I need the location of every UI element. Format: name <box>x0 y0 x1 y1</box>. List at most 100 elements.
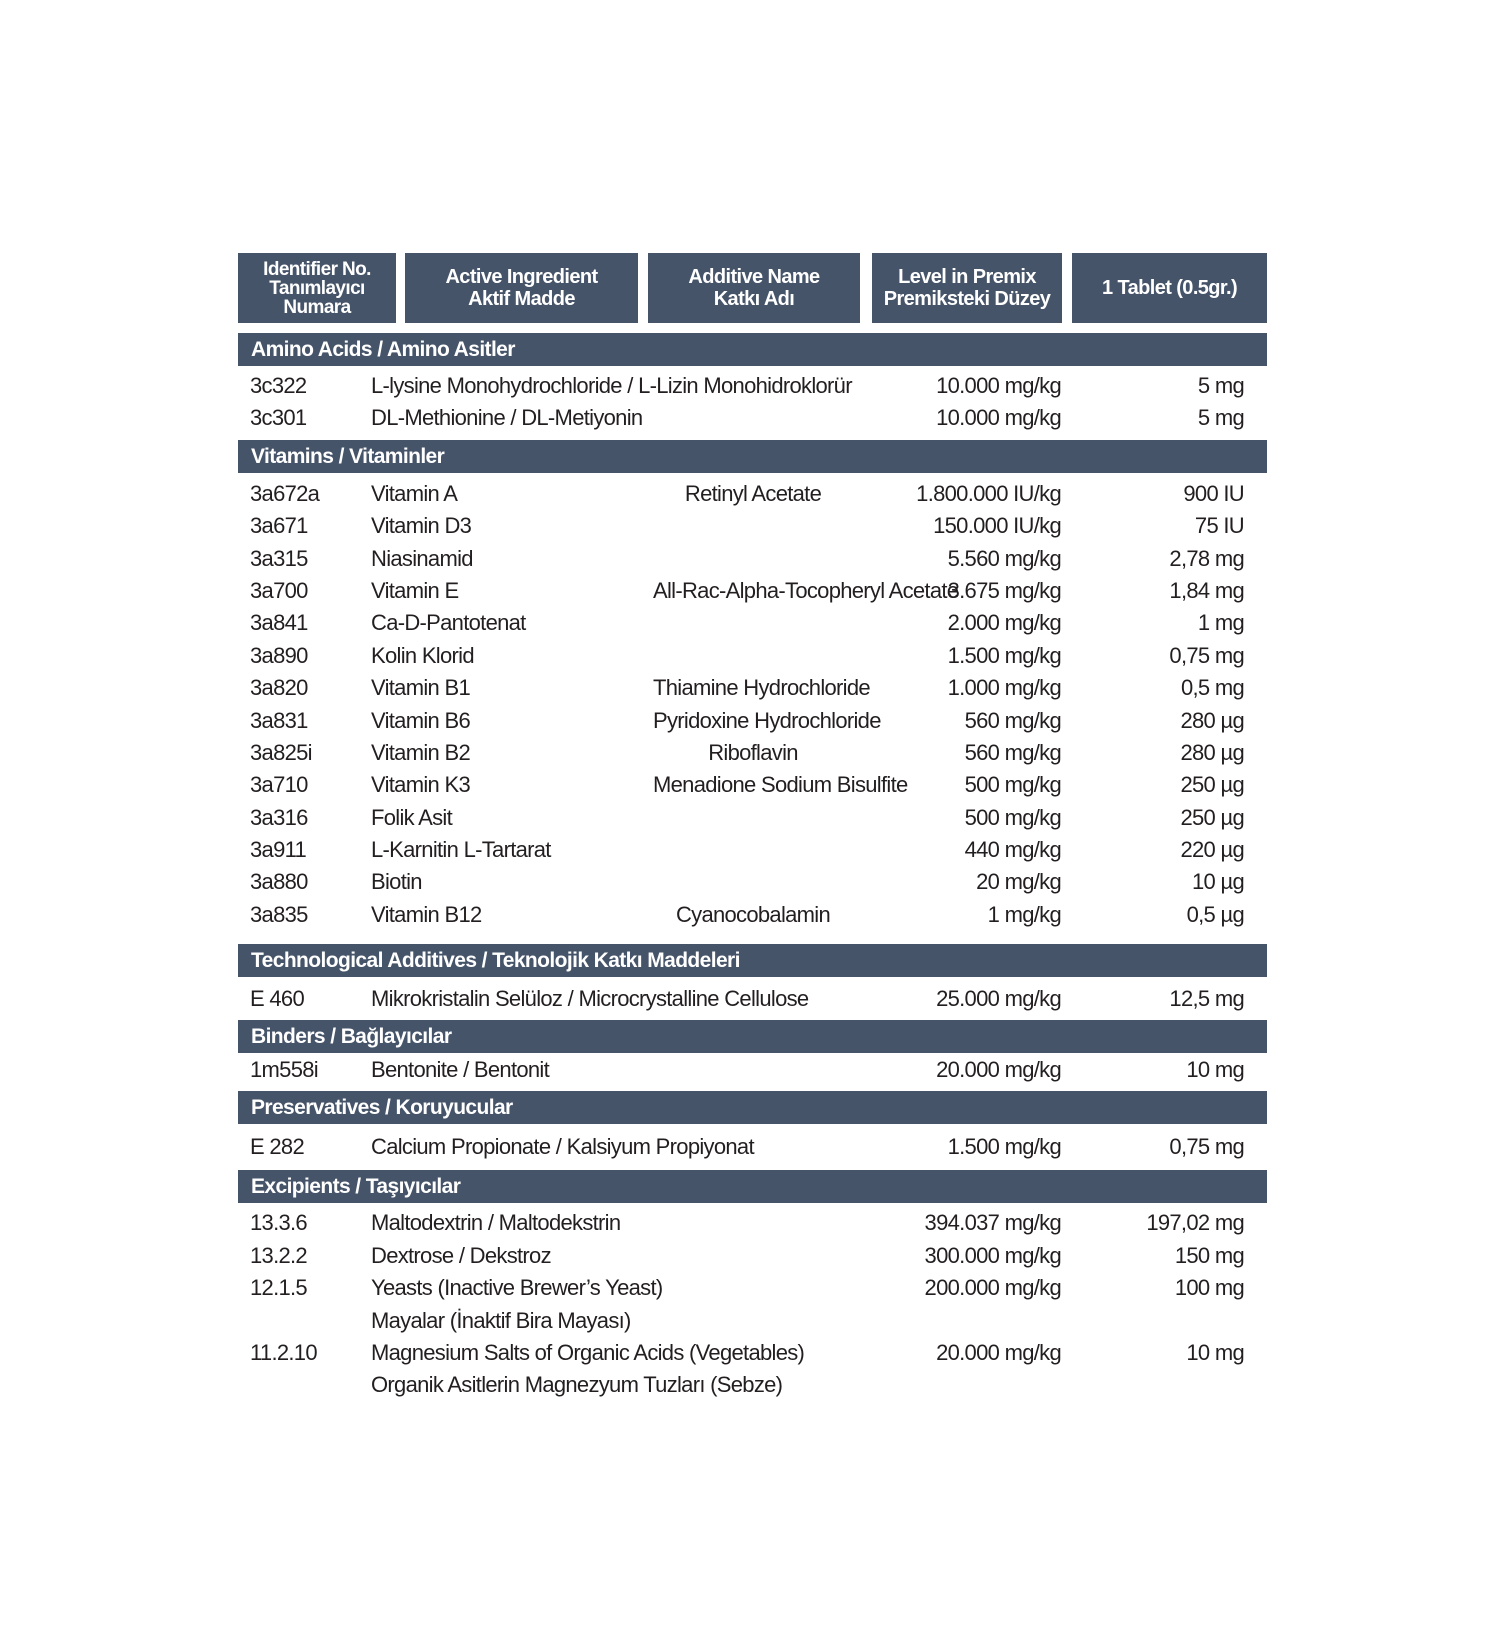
tablet-amount-cell: 10 µg <box>1192 869 1245 895</box>
identifier-cell: 13.3.6 <box>250 1210 308 1236</box>
section-header: Excipients / Taşıyıcılar <box>238 1170 1267 1204</box>
table-row: Mayalar (İnaktif Bira Mayası) <box>238 1305 1267 1337</box>
table-row: Organik Asitlerin Magnezyum Tuzları (Seb… <box>238 1369 1267 1401</box>
active-ingredient-cell: Vitamin E <box>371 577 459 603</box>
identifier-cell: 3a890 <box>250 642 308 668</box>
table-row: 1m558i Bentonite / Bentonit 20.000 mg/kg 10… <box>238 1054 1267 1086</box>
additive-name-cell: Cyanocobalamin <box>675 901 831 927</box>
active-ingredient-cell: Vitamin B6 <box>371 707 471 733</box>
section-header: Vitamins / Vitaminler <box>238 439 1267 473</box>
active-ingredient-cell: Vitamin A <box>371 480 458 506</box>
header-label: 1 Tablet (0.5gr.) <box>1101 277 1238 299</box>
premix-level-cell: 10.000 mg/kg <box>936 373 1062 398</box>
header-additive-name: Additive Name Katkı Adı <box>648 253 860 323</box>
header-label: Tanımlayıcı <box>269 277 365 299</box>
table-row: 11.2.10 Magnesium Salts of Organic Acids … <box>238 1337 1267 1369</box>
tablet-amount-cell: 280 µg <box>1180 707 1244 733</box>
section-header: Preservatives / Koruyucular <box>238 1091 1267 1125</box>
header-label: Aktif Madde <box>468 288 575 310</box>
header-label: Active Ingredient <box>445 266 598 288</box>
tablet-amount-cell: 2,78 mg <box>1169 545 1244 571</box>
identifier-cell: 3a671 <box>250 513 308 539</box>
tablet-amount-cell: 900 IU <box>1183 480 1244 506</box>
header-identifier: Identifier No. Tanımlayıcı Numara <box>238 253 396 323</box>
tablet-amount-cell: 0,75 mg <box>1169 642 1244 668</box>
additive-name-cell: Retinyl Acetate <box>684 480 822 506</box>
identifier-cell: 12.1.5 <box>250 1275 308 1301</box>
tablet-amount-cell: 250 µg <box>1180 804 1244 830</box>
composition-table: Amino Acids / Amino Asitler 3c322 L-lysine… <box>238 333 1267 1402</box>
header-label: Premiksteki Düzey <box>883 288 1051 310</box>
identifier-cell: 3a700 <box>250 577 308 603</box>
identifier-cell: 3a841 <box>250 610 308 636</box>
header-level-in-premix: Level in Premix Premiksteki Düzey <box>872 253 1062 323</box>
premix-level-cell: 1.000 mg/kg <box>947 675 1062 701</box>
active-ingredient-cell: L-lysine Monohydrochloride / L-Lizin Mon… <box>371 373 853 398</box>
table-row: 3c322 L-lysine Monohydrochloride / L-Lizi… <box>238 370 1267 402</box>
identifier-cell: 1m558i <box>250 1056 319 1082</box>
table-row: 13.3.6 Maltodextrin / Maltodekstrin 394.03… <box>238 1207 1267 1239</box>
premix-level-cell: 500 mg/kg <box>964 772 1062 798</box>
active-ingredient-cell: Vitamin B2 <box>371 739 471 765</box>
active-ingredient-cell: L-Karnitin L-Tartarat <box>371 837 551 863</box>
additive-name-cell: All-Rac-Alpha-Tocopheryl Acetate <box>653 577 959 603</box>
premix-level-cell: 3.675 mg/kg <box>947 577 1062 603</box>
active-ingredient-cell: Mikrokristalin Selüloz / Microcrystallin… <box>371 986 809 1012</box>
tablet-amount-cell: 197,02 mg <box>1146 1210 1244 1236</box>
table-row: 3a820 Vitamin B1 Thiamine Hydrochloride 1.0… <box>238 672 1267 704</box>
active-ingredient-cell: Dextrose / Dekstroz <box>371 1242 552 1268</box>
tablet-amount-cell: 280 µg <box>1180 739 1244 765</box>
tablet-amount-cell: 75 IU <box>1194 513 1245 539</box>
table-row: 3a825i Vitamin B2 Riboflavin 560 mg/kg 280 µ… <box>238 737 1267 769</box>
identifier-cell: 3a820 <box>250 675 308 701</box>
premix-level-cell: 1 mg/kg <box>987 901 1062 927</box>
tablet-amount-cell: 1 mg <box>1197 610 1245 636</box>
premix-level-cell: 1.500 mg/kg <box>947 642 1062 668</box>
tablet-amount-cell: 1,84 mg <box>1169 577 1244 603</box>
table-row: 3a316 Folik Asit 500 mg/kg 250 µg <box>238 802 1267 834</box>
identifier-cell: 3a710 <box>250 772 308 798</box>
section-rows: 3a672a Vitamin A Retinyl Acetate 1.800.000 … <box>238 473 1267 944</box>
header-label: Identifier No. <box>263 258 371 280</box>
header-active-ingredient: Active Ingredient Aktif Madde <box>405 253 638 323</box>
section-rows: 13.3.6 Maltodextrin / Maltodekstrin 394.03… <box>238 1203 1267 1401</box>
active-ingredient-cell: Bentonite / Bentonit <box>371 1056 550 1082</box>
table-row: 3a700 Vitamin E All-Rac-Alpha-Tocopheryl A… <box>238 575 1267 607</box>
tablet-amount-cell: 5 mg <box>1197 373 1245 398</box>
active-ingredient-cell: Niasinamid <box>371 545 474 571</box>
active-ingredient-cell: Vitamin B1 <box>371 675 471 701</box>
identifier-cell: 3a315 <box>250 545 308 571</box>
premix-level-cell: 560 mg/kg <box>964 739 1062 765</box>
table-row: 3a841 Ca-D-Pantotenat 2.000 mg/kg 1 mg <box>238 607 1267 639</box>
tablet-amount-cell: 0,5 µg <box>1186 901 1245 927</box>
table-row: 3a890 Kolin Klorid 1.500 mg/kg 0,75 mg <box>238 640 1267 672</box>
premix-level-cell: 10.000 mg/kg <box>936 405 1062 431</box>
additive-name-cell: Riboflavin <box>708 739 798 765</box>
active-ingredient-cell: Magnesium Salts of Organic Acids (Vegeta… <box>371 1339 805 1365</box>
table-row: 3a671 Vitamin D3 150.000 IU/kg 75 IU <box>238 510 1267 542</box>
header-label: Katkı Adı <box>713 288 795 310</box>
section-header: Amino Acids / Amino Asitler <box>238 333 1267 366</box>
tablet-amount-cell: 5 mg <box>1197 405 1245 431</box>
premix-level-cell: 2.000 mg/kg <box>947 610 1062 636</box>
tablet-amount-cell: 10 mg <box>1186 1339 1244 1365</box>
premix-level-cell: 1.800.000 IU/kg <box>916 480 1062 506</box>
header-label: Numara <box>283 296 351 318</box>
tablet-amount-cell: 220 µg <box>1180 837 1244 863</box>
active-ingredient-cell: Yeasts (Inactive Brewer’s Yeast) <box>371 1275 663 1301</box>
identifier-cell: 11.2.10 <box>250 1339 318 1365</box>
premix-level-cell: 25.000 mg/kg <box>936 986 1062 1012</box>
table-row: 3a672a Vitamin A Retinyl Acetate 1.800.000 … <box>238 478 1267 510</box>
identifier-cell: 3c322 <box>250 373 307 398</box>
table-row: 3a835 Vitamin B12 Cyanocobalamin 1 mg/kg 0,5… <box>238 899 1267 931</box>
table-row: E 282 Calcium Propionate / Kalsiyum Propi… <box>238 1131 1267 1163</box>
identifier-cell: E 282 <box>250 1134 305 1160</box>
active-ingredient-cell: Maltodextrin / Maltodekstrin <box>371 1210 621 1236</box>
tablet-amount-cell: 10 mg <box>1186 1056 1244 1082</box>
premix-level-cell: 5.560 mg/kg <box>947 545 1062 571</box>
table-row: 12.1.5 Yeasts (Inactive Brewer’s Yeast) 20… <box>238 1272 1267 1304</box>
premix-level-cell: 1.500 mg/kg <box>947 1134 1062 1160</box>
tablet-amount-cell: 250 µg <box>1180 772 1244 798</box>
table-row: 3a315 Niasinamid 5.560 mg/kg 2,78 mg <box>238 543 1267 575</box>
identifier-cell: 3a835 <box>250 901 308 927</box>
